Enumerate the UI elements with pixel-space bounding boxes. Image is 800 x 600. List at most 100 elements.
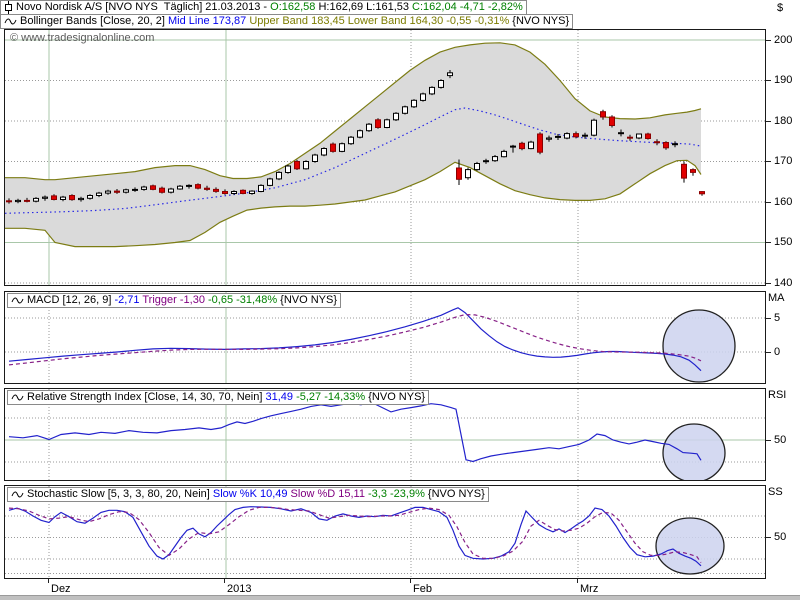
stochastic-panel[interactable]: Stochastic Slow [5, 3, 3, 80, 20, Nein] … (4, 485, 766, 579)
candle-up (429, 86, 435, 95)
candle-down (690, 169, 696, 173)
axis-tick (766, 352, 771, 353)
candle-up (15, 199, 21, 203)
candle-up (285, 165, 291, 173)
main-plot[interactable] (5, 30, 765, 285)
axis-tick (766, 318, 771, 319)
legend-text: Upper Band 183,45 Lower Band 164,30 -0,5… (249, 15, 513, 27)
candle-up (96, 192, 102, 197)
macd-legend-text: MACD [12, 26, 9] -2,71 Trigger -1,30 -0,… (27, 294, 337, 307)
candle-up (357, 130, 363, 138)
candle-up (438, 80, 444, 88)
legend-text: O:162,58 (270, 1, 319, 13)
candle-down (663, 142, 669, 149)
legend-text: Mid Line 173,87 (167, 15, 250, 27)
candle-up (303, 161, 309, 170)
candle-down (456, 167, 462, 180)
candle-up (132, 188, 138, 191)
highlight-circle[interactable] (662, 309, 736, 383)
axis-tick (766, 440, 771, 441)
candle-up (510, 145, 516, 148)
legend-text: Trigger -1,30 (142, 294, 208, 306)
axis-tick-label: 160 (774, 196, 793, 208)
candle-up (672, 143, 678, 146)
candle-up (474, 163, 480, 171)
legend-text: {NVO NYS} (368, 391, 426, 403)
candle-up (42, 196, 48, 199)
instrument-legend[interactable]: Novo Nordisk A/S [NVO NYS Täglich] 21.03… (0, 0, 527, 15)
candle-up (231, 191, 237, 194)
candle-down (222, 191, 228, 194)
axis-tick (766, 202, 771, 203)
macd-panel[interactable]: MACD [12, 26, 9] -2,71 Trigger -1,30 -0,… (4, 291, 766, 384)
candle-up (384, 119, 390, 129)
time-tick (410, 579, 411, 583)
legend-text: {NVO NYS} (427, 488, 485, 500)
axis-tick (766, 242, 771, 243)
highlight-circle[interactable] (655, 517, 725, 575)
candle-down (114, 190, 120, 193)
candle-up (249, 190, 255, 195)
macd-line (8, 307, 702, 372)
legend-text: -3,3 -23,9% (368, 488, 428, 500)
watermark: © www.tradesignalonline.com (10, 32, 155, 44)
macd-legend[interactable]: MACD [12, 26, 9] -2,71 Trigger -1,30 -0,… (7, 293, 342, 308)
wave-icon (11, 296, 24, 305)
candle-up (483, 160, 489, 163)
time-tick-label: 2013 (227, 583, 252, 595)
candle-up (339, 143, 345, 152)
axis-tick-label: 5 (774, 312, 781, 324)
candle-up (312, 154, 318, 162)
candle-up (186, 184, 192, 187)
bollinger-legend[interactable]: Bollinger Bands [Close, 20, 2] Mid Line … (0, 14, 574, 29)
candle-up (366, 123, 372, 132)
wave-icon (4, 17, 17, 26)
price-panel[interactable]: © www.tradesignalonline.com (4, 29, 766, 286)
macd-plot[interactable] (5, 292, 765, 383)
rsi-panel[interactable]: Relative Strength Index [Close, 14, 30, … (4, 388, 766, 481)
candle-down (645, 133, 651, 139)
legend-text: Relative Strength Index [Close, 14, 30, … (27, 391, 266, 403)
candle-down (375, 119, 381, 129)
stochastic-legend[interactable]: Stochastic Slow [5, 3, 3, 80, 20, Nein] … (7, 487, 489, 502)
legend-text: 31,49 (265, 391, 297, 403)
candle-down (159, 187, 165, 193)
time-tick-label: Feb (413, 583, 432, 595)
axis-tick (766, 40, 771, 41)
candle-down (213, 188, 219, 192)
highlight-circle[interactable] (662, 423, 726, 480)
candle-up (33, 197, 39, 202)
axis-title: RSI (768, 389, 787, 401)
rsi-legend[interactable]: Relative Strength Index [Close, 14, 30, … (7, 390, 430, 405)
legend-text: Bollinger Bands [Close, 20, 2] (20, 15, 168, 27)
candle-down (294, 161, 300, 170)
instrument-legend-text: Novo Nordisk A/S [NVO NYS Täglich] 21.03… (16, 1, 523, 14)
legend-text: Novo Nordisk A/S [NVO NYS Täglich] 21.03… (16, 1, 271, 13)
legend-text: {NVO NYS} (512, 15, 570, 27)
candle-up (168, 188, 174, 193)
candle-up (420, 93, 426, 101)
axis-tick (766, 283, 771, 284)
stoch-plot[interactable] (5, 486, 765, 578)
trigger-line (8, 313, 702, 366)
candle-up (591, 119, 597, 136)
candle-up (555, 135, 561, 138)
candle-up (276, 171, 282, 180)
bollinger-mid-line (5, 107, 702, 214)
candle-up (87, 195, 93, 199)
axis-tick-label: 180 (774, 115, 793, 127)
axis-tick-label: 140 (774, 277, 793, 289)
candle-down (627, 136, 633, 139)
candle-up (258, 184, 264, 192)
candle-down (69, 195, 75, 201)
axis-title: SS (768, 486, 783, 498)
time-tick (48, 579, 49, 583)
candle-down (699, 191, 705, 195)
candle-up (177, 185, 183, 190)
rsi-plot[interactable] (5, 389, 765, 480)
axis-tick-label: 190 (774, 74, 793, 86)
candle-down (519, 142, 525, 150)
axis-tick (766, 121, 771, 122)
candle-down (330, 143, 336, 152)
